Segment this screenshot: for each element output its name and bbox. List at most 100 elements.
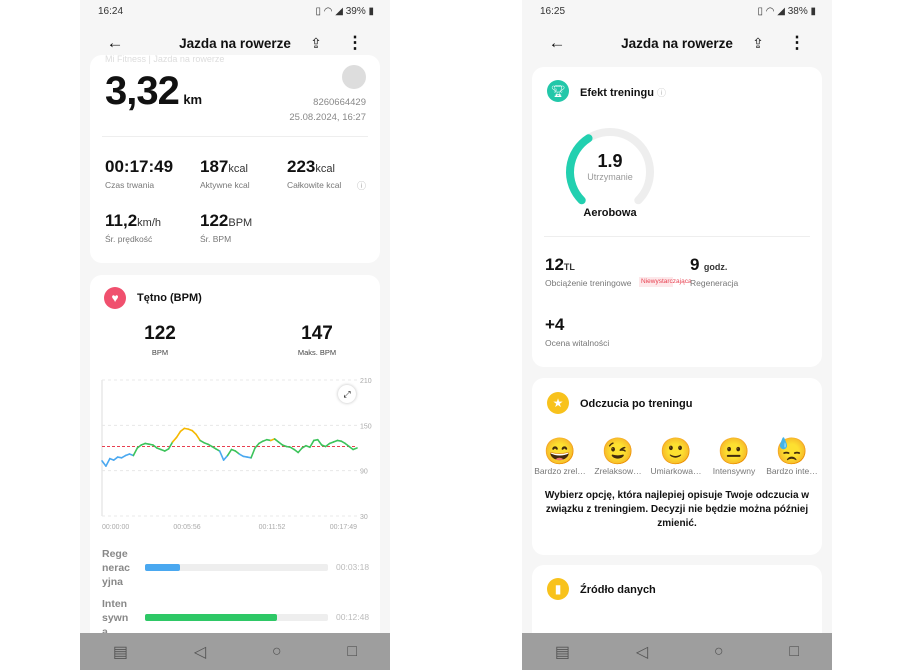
hr-line-segment — [324, 442, 331, 448]
avatar[interactable] — [342, 65, 366, 89]
y-tick-label: 90 — [360, 469, 368, 476]
hr-line-segment — [218, 450, 225, 461]
emoji-icon: 😓 — [775, 436, 809, 466]
distance-value: 3,32 — [105, 69, 180, 113]
meta: 8260664429 25.08.2024, 16:27 — [289, 95, 366, 125]
recents-icon[interactable]: □ — [347, 642, 358, 660]
feeling-option[interactable]: 😉 Zrelaksow… — [590, 436, 646, 476]
trophy-icon: 🏆︎ — [547, 80, 569, 102]
hr-line-segment — [105, 457, 111, 467]
stat-value: 223 — [287, 157, 316, 176]
feeling-label: Bardzo inte… — [766, 466, 818, 476]
page-title: Jazda na rowerze — [179, 35, 291, 51]
stat-label: Całkowite kcal — [287, 180, 342, 190]
stat-unit: km/h — [137, 217, 161, 229]
back-icon[interactable]: ← — [548, 33, 566, 52]
share-icon[interactable]: ⇪ — [752, 34, 764, 51]
stat-label: Śr. BPM — [200, 234, 232, 244]
battery: 39% — [345, 5, 366, 17]
more-icon[interactable]: ⋮ — [346, 33, 364, 52]
menu-icon[interactable]: ▤ — [554, 643, 571, 661]
clock: 16:25 — [540, 5, 566, 17]
hr-line-segment — [273, 438, 280, 443]
zone-bar-fill — [145, 564, 180, 571]
effect-type: Aerobowa — [583, 207, 637, 219]
more-icon[interactable]: ⋮ — [788, 33, 806, 52]
zone-time: 00:12:48 — [336, 612, 370, 622]
faded-subtitle: Mi Fitness | Jazda na rowerze — [105, 54, 225, 64]
gauge-fill — [566, 134, 593, 205]
divider — [102, 136, 368, 137]
feeling-option[interactable]: 😓 Bardzo inte… — [764, 436, 820, 476]
feeling-option[interactable]: 😐 Intensywny — [706, 436, 762, 476]
stat-item: 223kcal Całkowite kcal ⓘ — [287, 157, 366, 191]
hr-line-segment — [226, 448, 233, 457]
hr-line-segment — [101, 460, 107, 467]
vitality-label: Ocena witalności — [545, 338, 610, 348]
hr-line-segment — [254, 442, 260, 449]
effect-state: Utrzymanie — [587, 172, 633, 182]
load-label: Obciążenie treningowe — [545, 278, 632, 288]
gauge-text: 1.9 Utrzymanie — [560, 151, 660, 182]
datetime: 25.08.2024, 16:27 — [289, 112, 366, 123]
stat-label: Czas trwania — [105, 180, 155, 190]
stat-unit: kcal — [228, 163, 248, 175]
stat-value: 187 — [200, 157, 229, 176]
effect-title: Efekt treningu ⓘ — [580, 86, 666, 99]
hr-line-segment — [167, 441, 174, 450]
stat-item: 00:17:49 Czas trwania — [105, 157, 173, 190]
battery: 38% — [787, 5, 808, 17]
home-icon[interactable]: ○ — [271, 642, 282, 660]
x-tick-label: 00:05:56 — [173, 524, 200, 531]
y-tick-label: 210 — [360, 378, 372, 385]
expand-icon[interactable]: ⤢ — [338, 385, 356, 403]
distance-unit: km — [183, 92, 203, 107]
hr-line-segment — [179, 427, 186, 433]
vitality: +4 Ocena witalności — [545, 315, 609, 348]
info-icon[interactable]: ⓘ — [357, 181, 367, 191]
recents-icon[interactable]: □ — [789, 642, 800, 660]
heart-rate-card: ♥ Tętno (BPM) 122 BPM 147 Maks. BPM 210 150… — [90, 275, 380, 670]
stat-value: 122 — [200, 211, 229, 230]
nav-back-icon[interactable]: ◁ — [193, 643, 207, 661]
hr-line-segment — [136, 444, 143, 449]
nav-back-icon[interactable]: ◁ — [635, 643, 649, 661]
hr-line-segment — [348, 445, 354, 451]
recovery: 9 godz. Regeneracja — [690, 255, 738, 288]
heart-title: Tętno (BPM) — [137, 292, 202, 304]
phone-left: 16:24 ▯ ◠ ◢ 39% ▮ Mi Fitness | Jazda na r… — [80, 0, 390, 670]
home-icon[interactable]: ○ — [713, 642, 724, 660]
load-value: 12 — [545, 255, 564, 274]
menu-icon[interactable]: ▤ — [112, 643, 129, 661]
feeling-title: Odczucia po treningu — [580, 398, 693, 410]
nav-bar: ▤ ◁ ○ □ — [522, 633, 832, 670]
recovery-value: 9 — [690, 255, 700, 274]
y-tick-label: 150 — [360, 423, 372, 430]
zone-bar — [145, 614, 328, 621]
hr-line-segment — [352, 447, 358, 451]
emoji-icon: 😐 — [717, 436, 751, 466]
hr-line-segment — [344, 442, 350, 448]
hr-line-segment — [132, 447, 139, 457]
effect-gauge — [566, 128, 654, 205]
info-icon[interactable]: ⓘ — [657, 88, 667, 98]
training-effect-card: 🏆︎ Efekt treningu ⓘ 1.9 Utrzymanie Aerobo… — [532, 67, 822, 367]
hr-line-segment — [277, 441, 284, 446]
effect-title-text: Efekt treningu — [580, 87, 654, 99]
device-id: 8260664429 — [313, 97, 366, 108]
zone-label: Regeneracyjna — [102, 548, 131, 588]
max-label: Maks. BPM — [297, 348, 337, 357]
share-icon[interactable]: ⇪ — [310, 34, 322, 51]
status-bar: 16:24 ▯ ◠ ◢ 39% ▮ — [80, 0, 390, 22]
x-tick-label: 00:17:49 — [330, 524, 357, 531]
feeling-label: Bardzo zrel… — [534, 466, 586, 476]
avg-label: BPM — [151, 348, 169, 357]
avg-value: 122 — [144, 323, 176, 344]
stat-unit: kcal — [315, 163, 335, 175]
feeling-option[interactable]: 😄 Bardzo zrel… — [532, 436, 588, 476]
back-icon[interactable]: ← — [106, 33, 124, 52]
y-tick-label: 30 — [360, 514, 368, 521]
hr-line-segment — [234, 450, 241, 455]
feeling-option[interactable]: 🙂 Umiarkowa… — [648, 436, 704, 476]
zone-bar — [145, 564, 328, 571]
